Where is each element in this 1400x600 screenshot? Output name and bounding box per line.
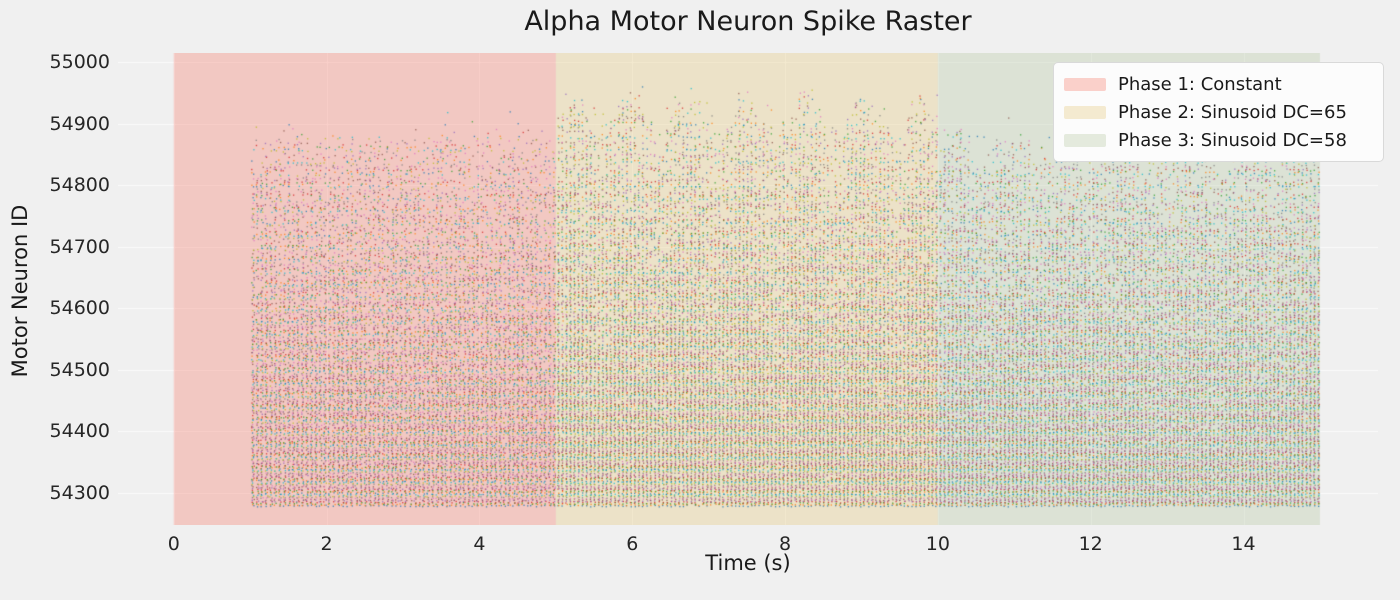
y-tick-label: 54700	[49, 235, 110, 258]
x-tick-label: 14	[1231, 533, 1256, 555]
y-tick-label: 54300	[49, 482, 110, 504]
y-tick-label: 54400	[49, 420, 110, 443]
x-tick-label: 8	[779, 533, 792, 555]
legend-label-phase2: Phase 2: Sinusoid DC=65	[1118, 101, 1347, 123]
legend-label-phase1: Phase 1: Constant	[1118, 73, 1282, 95]
x-tick-label: 12	[1078, 533, 1103, 555]
legend-item-phase1: Phase 1: Constant	[1064, 70, 1373, 98]
x-tick-label: 10	[925, 533, 950, 555]
legend-item-phase3: Phase 3: Sinusoid DC=58	[1064, 126, 1373, 154]
x-tick-label: 0	[167, 533, 180, 555]
y-tick-label: 54500	[49, 358, 110, 381]
x-axis-ticks: 0 2 4 6 8 10 12 14	[118, 533, 1378, 559]
x-tick-label: 2	[320, 533, 333, 555]
legend-label-phase3: Phase 3: Sinusoid DC=58	[1118, 129, 1347, 151]
x-tick-label: 4	[473, 533, 486, 555]
y-tick-label: 54600	[49, 297, 110, 320]
legend-item-phase2: Phase 2: Sinusoid DC=65	[1064, 98, 1373, 126]
legend-swatch-phase2	[1064, 105, 1106, 119]
chart-title: Alpha Motor Neuron Spike Raster	[524, 6, 972, 37]
legend: Phase 1: Constant Phase 2: Sinusoid DC=6…	[1053, 62, 1384, 162]
x-tick-label: 6	[626, 533, 639, 555]
y-tick-label: 55000	[49, 51, 110, 74]
x-axis-label: Time (s)	[705, 551, 791, 575]
legend-swatch-phase1	[1064, 77, 1106, 91]
legend-swatch-phase3	[1064, 133, 1106, 147]
y-tick-label: 54900	[49, 112, 110, 135]
y-axis-ticks: 54300 54400 54500 54600 54700 54800 54900 55000	[0, 51, 110, 525]
y-tick-label: 54800	[49, 174, 110, 197]
